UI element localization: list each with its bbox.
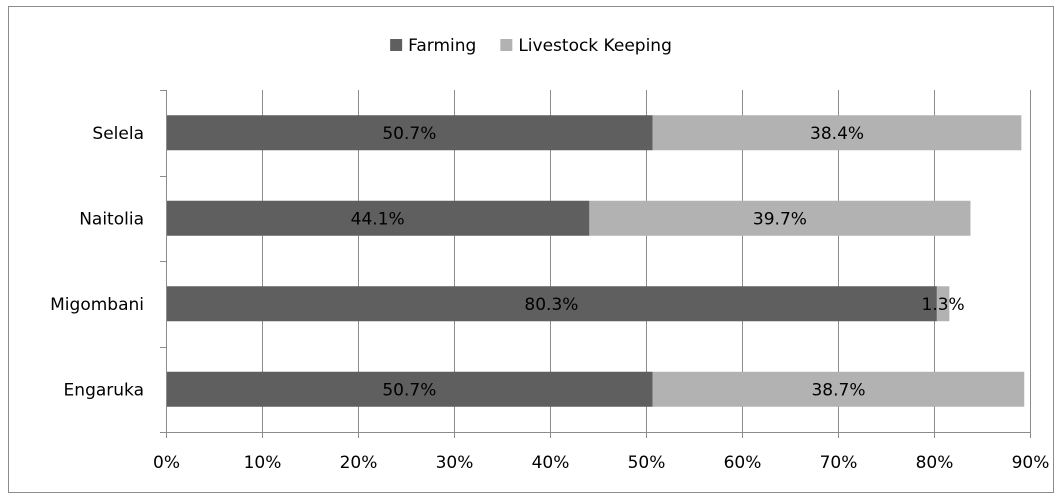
x-tick-label-40: 40% [532,453,570,473]
x-tick-label-30: 30% [436,453,474,473]
data-label-migombani-farming: 80.3% [524,295,578,315]
data-label-migombani-livestock-keeping: 1.3% [922,295,965,315]
legend: Farming Livestock Keeping [390,36,672,56]
x-tick-label-0: 0% [153,453,180,473]
data-label-engaruka-farming: 50.7% [382,380,436,400]
category-label-naitolia: Naitolia [79,209,144,229]
legend-swatch-farming [390,39,403,51]
legend-swatch-livestock-keeping [500,39,513,51]
legend-label-livestock-keeping: Livestock Keeping [518,36,672,56]
x-tick-label-50: 50% [628,453,666,473]
bar-naitolia-livestock-keeping [589,200,971,236]
category-label-selela: Selela [92,124,144,144]
bar-migombani-livestock-keeping [936,286,950,322]
bar-engaruka-farming [166,371,653,407]
chart-frame [8,6,1054,493]
bar-naitolia-farming [166,200,590,236]
bar-migombani-farming [166,286,937,322]
x-tick-label-90: 90% [1012,453,1050,473]
data-label-naitolia-farming: 44.1% [351,209,405,229]
x-tick-label-10: 10% [244,453,282,473]
axes [160,90,1031,438]
legend-label-farming: Farming [408,36,476,56]
x-tick-label-80: 80% [916,453,954,473]
data-label-engaruka-livestock-keeping: 38.7% [811,380,865,400]
x-tick-label-20: 20% [340,453,378,473]
x-tick-label-70: 70% [820,453,858,473]
data-label-selela-farming: 50.7% [382,124,436,144]
data-label-naitolia-livestock-keeping: 39.7% [753,209,807,229]
category-label-migombani: Migombani [50,295,144,315]
x-tick-label-60: 60% [724,453,762,473]
bar-selela-farming [166,115,653,151]
labels: 50.7% 38.4% Selela 44.1% 39.7% Naitolia 80.3% 1… [50,124,1049,473]
bars [166,115,1025,407]
bar-selela-livestock-keeping [652,115,1022,151]
bar-engaruka-livestock-keeping [652,371,1025,407]
category-label-engaruka: Engaruka [64,380,144,400]
data-label-selela-livestock-keeping: 38.4% [810,124,864,144]
